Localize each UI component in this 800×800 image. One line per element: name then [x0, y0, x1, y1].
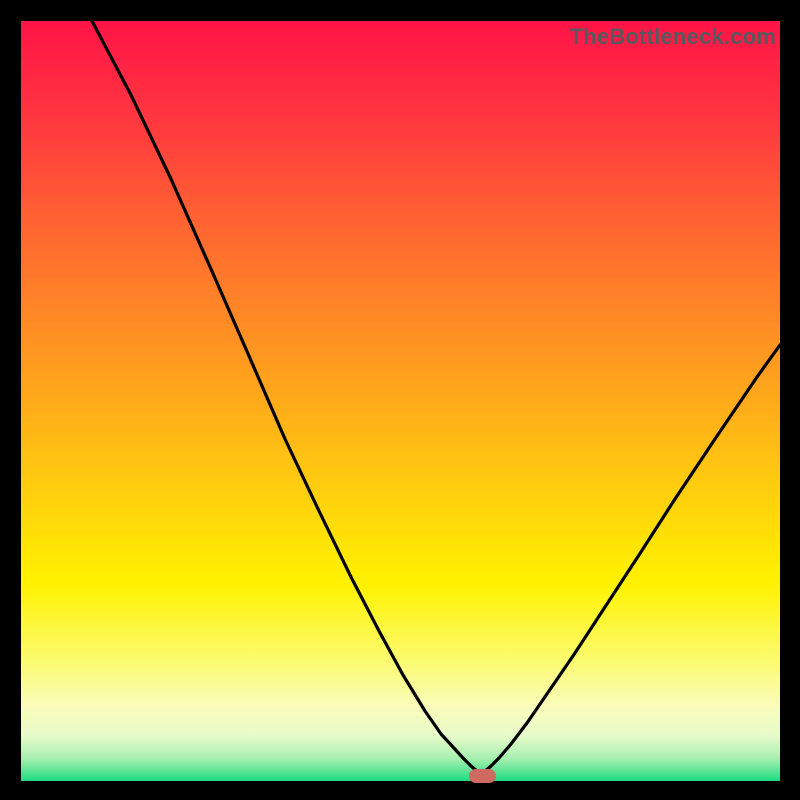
plot-area	[21, 21, 780, 781]
bottleneck-curve	[21, 21, 780, 781]
curve-polyline	[92, 21, 780, 772]
optimum-marker	[469, 769, 496, 783]
watermark-text: TheBottleneck.com	[570, 24, 776, 50]
